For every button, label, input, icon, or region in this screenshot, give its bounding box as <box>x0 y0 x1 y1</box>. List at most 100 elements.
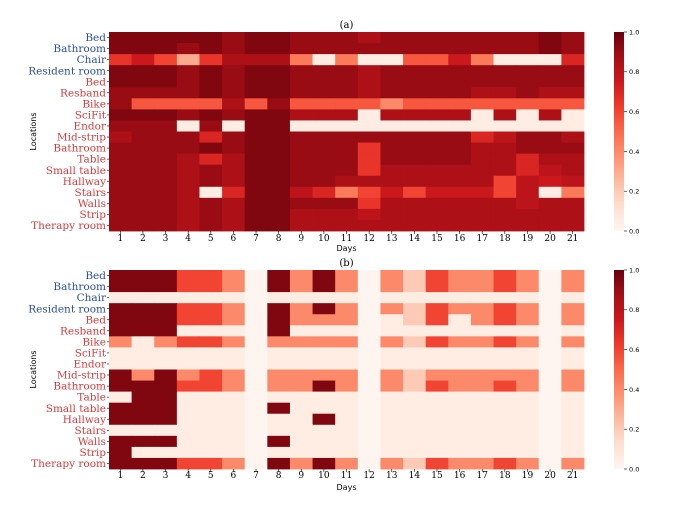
heatmap-cell <box>312 446 336 459</box>
x-tick-label: 6 <box>231 471 237 481</box>
heatmap-cell <box>176 208 200 221</box>
heatmap-cell <box>267 380 291 393</box>
heatmap-cell <box>244 402 268 415</box>
heatmap-cell <box>109 424 133 437</box>
heatmap-cell <box>131 208 155 221</box>
heatmap-cell <box>493 369 517 381</box>
heatmap-cell <box>199 457 223 470</box>
heatmap-cell <box>199 281 223 293</box>
heatmap-cell <box>109 358 133 370</box>
heatmap-cell <box>403 292 427 304</box>
heatmap-cell <box>176 402 200 415</box>
heatmap-cell <box>380 347 404 359</box>
heatmap-cell <box>267 391 291 404</box>
heatmap-cell <box>244 197 268 210</box>
heatmap-cell <box>154 153 178 166</box>
heatmap-cell <box>267 402 291 415</box>
heatmap-cell <box>380 43 404 55</box>
heatmap-cell <box>109 219 133 232</box>
x-tick-label: 20 <box>544 471 556 481</box>
heatmap-cell <box>448 142 472 155</box>
heatmap-cell <box>357 424 381 437</box>
heatmap-cell <box>380 153 404 166</box>
heatmap-cell <box>516 391 540 404</box>
heatmap-cell <box>470 435 494 448</box>
heatmap-cell <box>470 76 494 88</box>
heatmap-cell <box>470 120 494 132</box>
heatmap-cell <box>312 219 336 232</box>
heatmap-cell <box>493 32 517 44</box>
heatmap-cell <box>380 413 404 426</box>
heatmap-cell <box>267 270 291 282</box>
x-tick-label: 5 <box>208 234 214 244</box>
heatmap-cell <box>312 87 336 99</box>
heatmap-cell <box>289 87 313 99</box>
colorbar-tick-label: 0.0 <box>629 465 639 473</box>
x-tick-label: 13 <box>386 471 398 481</box>
heatmap-cell <box>425 413 449 426</box>
heatmap-cell <box>335 87 359 99</box>
heatmap-cell <box>289 314 313 326</box>
heatmap-cell <box>561 435 585 448</box>
heatmap-cell <box>448 424 472 437</box>
heatmap-cell <box>176 446 200 459</box>
heatmap-cell <box>222 347 246 359</box>
heatmap-cell <box>425 347 449 359</box>
heatmap-cell <box>335 270 359 282</box>
heatmap-cell <box>154 391 178 404</box>
heatmap-cell <box>244 391 268 404</box>
heatmap-cell <box>222 303 246 315</box>
heatmap-cell <box>403 65 427 77</box>
heatmap-cell <box>470 336 494 348</box>
heatmap-cell <box>199 402 223 415</box>
heatmap-cell <box>448 208 472 221</box>
heatmap-cell <box>131 292 155 304</box>
heatmap-cell <box>199 270 223 282</box>
heatmap-cell <box>357 292 381 304</box>
heatmap-cell <box>493 347 517 359</box>
row-label: Table <box>77 154 106 166</box>
heatmap-cell <box>561 292 585 304</box>
heatmap-cell <box>561 32 585 44</box>
heatmap-cell <box>448 435 472 448</box>
heatmap-cell <box>493 76 517 88</box>
heatmap-cell <box>470 347 494 359</box>
heatmap-cell <box>516 281 540 293</box>
x-tick-label: 8 <box>276 234 282 244</box>
heatmap-cell <box>516 413 540 426</box>
heatmap-cell <box>493 270 517 282</box>
heatmap-cell <box>357 402 381 415</box>
row-label: Therapy room <box>31 458 106 470</box>
heatmap-cell <box>493 380 517 393</box>
heatmap-cell <box>493 219 517 232</box>
heatmap-cell <box>176 270 200 282</box>
heatmap-cell <box>244 270 268 282</box>
heatmap-cell <box>312 325 336 337</box>
heatmap-cell <box>403 120 427 132</box>
heatmap-cell <box>131 109 155 121</box>
heatmap-cell <box>516 54 540 66</box>
heatmap-cell <box>403 446 427 459</box>
heatmap-cell <box>289 457 313 470</box>
colorbar-tick-label: 0.0 <box>629 227 639 235</box>
heatmap-cell <box>109 54 133 66</box>
heatmap-cell <box>109 153 133 166</box>
heatmap-cell <box>493 131 517 143</box>
heatmap-cell <box>425 219 449 232</box>
heatmap-cell <box>131 164 155 177</box>
heatmap-cell <box>289 76 313 88</box>
heatmap-cell <box>199 314 223 326</box>
colorbar-tick-label: 0.4 <box>629 386 639 394</box>
heatmap-cell <box>222 109 246 121</box>
heatmap-cell <box>516 292 540 304</box>
heatmap-cell <box>267 457 291 470</box>
heatmap-cell <box>516 153 540 166</box>
heatmap-cell <box>470 358 494 370</box>
heatmap-cell <box>154 402 178 415</box>
heatmap-cell <box>448 314 472 326</box>
heatmap-cell <box>561 164 585 177</box>
heatmap-cell <box>199 336 223 348</box>
heatmap-cell <box>516 186 540 199</box>
